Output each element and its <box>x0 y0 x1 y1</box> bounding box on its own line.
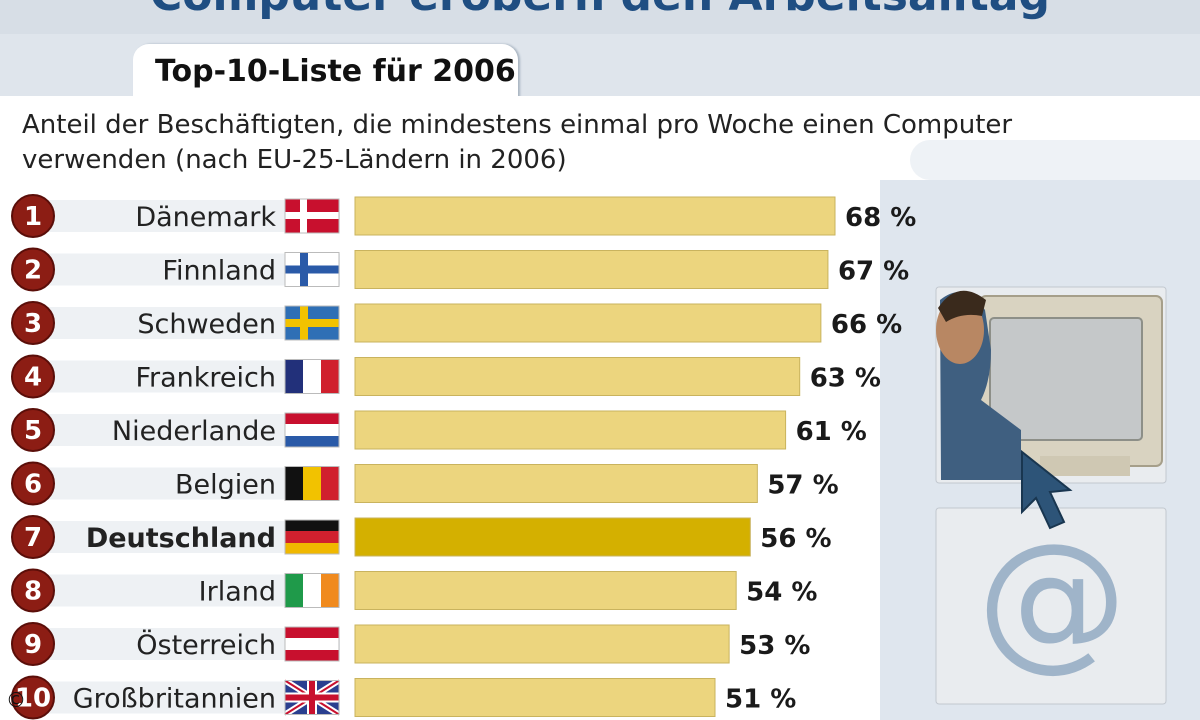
category-label: Frankreich <box>135 363 276 394</box>
bar <box>354 624 730 664</box>
bar-row: 7 Deutschland 56 % <box>11 515 832 559</box>
rank-number: 5 <box>24 416 42 446</box>
rank-badge <box>11 194 55 238</box>
rank-number: 6 <box>24 470 42 500</box>
bar-row: 10 Großbritannien 51 % <box>11 675 796 720</box>
bar-row: 9 Österreich 53 % <box>11 622 810 666</box>
bar <box>354 303 822 343</box>
category-label: Großbritannien <box>73 684 276 715</box>
category-label: Niederlande <box>112 416 276 447</box>
bar-row: 6 Belgien 57 % <box>11 461 839 506</box>
at-sign-icon: @ <box>977 512 1127 686</box>
rank-number: 3 <box>24 309 42 339</box>
rank-badge <box>11 301 55 345</box>
flag-icon <box>283 677 341 718</box>
value-label: 54 % <box>746 578 817 608</box>
rank-number: 8 <box>24 577 42 607</box>
bar-row: 2 Finnland 67 % <box>11 247 909 292</box>
list-tab: Top-10-Liste für 2006 <box>133 44 518 100</box>
mouse-cursor-icon <box>1021 449 1073 530</box>
category-label: Irland <box>199 577 276 608</box>
value-label: 51 % <box>725 685 796 715</box>
rank-badge <box>11 408 55 452</box>
category-label: Österreich <box>136 629 276 661</box>
bar <box>354 464 758 503</box>
flag-icon <box>284 359 340 394</box>
value-label: 63 % <box>810 364 881 394</box>
bar <box>354 357 801 396</box>
page-title: Computer erobern den Arbeitsalltag <box>0 0 1200 21</box>
flag-icon <box>284 466 340 501</box>
bar-row: 8 Irland 54 % <box>11 568 817 613</box>
category-label: Schweden <box>137 309 276 340</box>
value-label: 67 % <box>838 257 909 287</box>
bar <box>354 571 737 610</box>
value-label: 61 % <box>796 417 867 447</box>
flag-icon <box>284 305 340 341</box>
chart-rows: 1 Dänemark 68 % 2 Finnland 67 % 3 Schweden 66 % 4… <box>11 194 916 720</box>
copyright-mark: © <box>6 688 26 712</box>
rank-number: 9 <box>24 630 42 660</box>
rank-badge <box>11 515 55 559</box>
rank-badge <box>11 461 55 506</box>
rank-badge <box>11 247 55 292</box>
rank-badge <box>11 622 55 666</box>
rank-badge <box>11 568 55 613</box>
rank-badge <box>11 675 55 720</box>
bar <box>354 678 716 717</box>
computer-user-illustration <box>935 286 1167 484</box>
flag-icon <box>284 412 340 448</box>
value-label: 57 % <box>767 471 838 501</box>
category-label: Finnland <box>162 256 276 287</box>
bar <box>354 196 836 236</box>
flag-icon <box>284 252 340 287</box>
bar <box>354 517 751 557</box>
flag-icon <box>284 519 340 555</box>
value-label: 53 % <box>739 631 810 661</box>
rank-number: 4 <box>24 363 42 393</box>
at-sign-illustration: @ <box>935 507 1167 705</box>
rank-number: 1 <box>24 202 42 232</box>
category-label: Deutschland <box>86 523 276 554</box>
flag-icon <box>284 198 340 234</box>
rank-number: 10 <box>15 684 51 714</box>
flag-icon <box>284 626 340 662</box>
bar-row: 5 Niederlande 61 % <box>11 408 867 452</box>
value-label: 56 % <box>760 524 831 554</box>
bar <box>354 410 787 450</box>
rank-number: 7 <box>24 523 42 553</box>
title-band: Computer erobern den Arbeitsalltag <box>0 0 1200 34</box>
bar-row: 3 Schweden 66 % <box>11 301 902 345</box>
bar <box>354 250 829 289</box>
flag-icon <box>284 573 340 608</box>
value-label: 68 % <box>845 203 916 233</box>
tab-label: Top-10-Liste für 2006 <box>155 54 516 89</box>
category-label: Belgien <box>175 470 276 501</box>
decorative-band <box>910 140 1200 180</box>
category-label: Dänemark <box>135 202 276 233</box>
bar-row: 4 Frankreich 63 % <box>11 354 881 399</box>
rank-badge <box>11 354 55 399</box>
bar-row: 1 Dänemark 68 % <box>11 194 916 238</box>
rank-number: 2 <box>24 256 42 286</box>
value-label: 66 % <box>831 310 902 340</box>
chart-subtitle: Anteil der Beschäftigten, die mindestens… <box>22 110 1013 175</box>
